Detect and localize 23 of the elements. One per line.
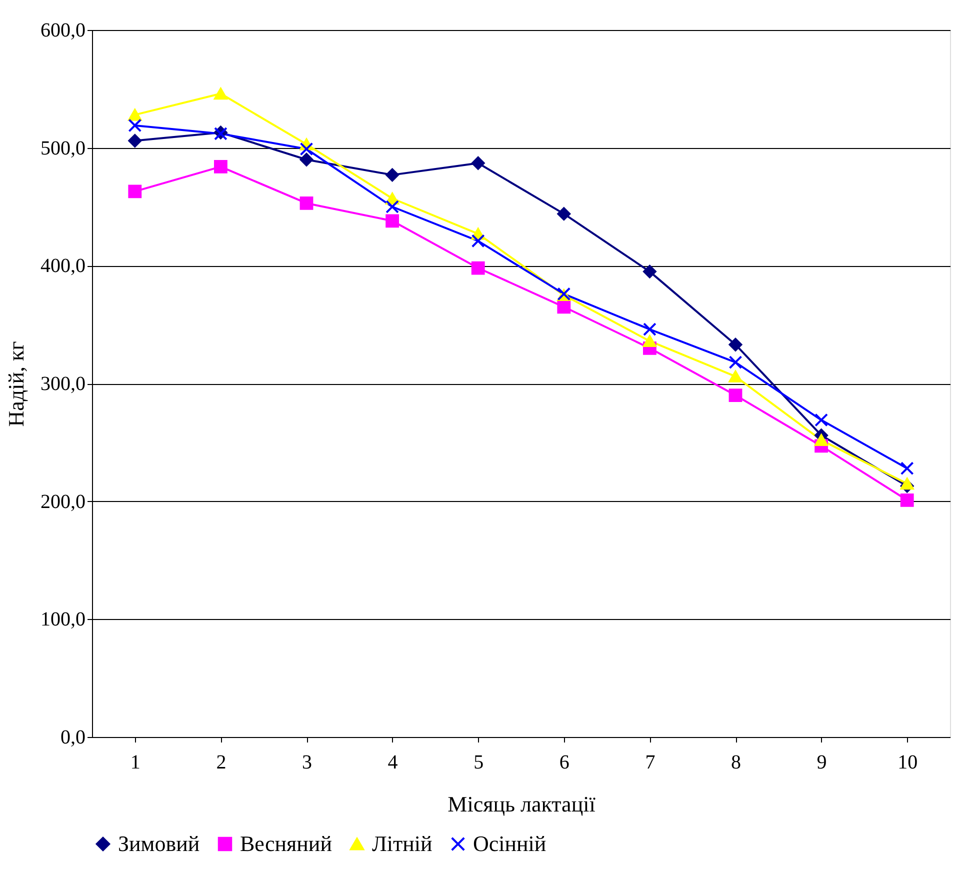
- y-tick-label: 0,0: [60, 726, 86, 748]
- x-tick-label: 5: [474, 752, 484, 774]
- y-tick-label: 300,0: [40, 373, 86, 395]
- x-tick-label: 3: [302, 752, 312, 774]
- x-axis-title: Місяць лактації: [448, 792, 596, 816]
- x-tick-label: 6: [559, 752, 570, 774]
- legend-label: Осінній: [473, 831, 546, 856]
- x-tick-label: 7: [645, 752, 656, 774]
- y-tick-label: 100,0: [40, 608, 86, 631]
- y-tick-label: 400,0: [40, 255, 86, 278]
- x-tick-label: 2: [216, 752, 226, 774]
- y-tick-label: 500,0: [40, 137, 86, 160]
- legend-label: Весняний: [240, 831, 332, 856]
- x-tick-label: 8: [731, 752, 741, 774]
- x-tick-label: 1: [130, 752, 140, 774]
- y-tick-label: 600,0: [40, 20, 86, 42]
- y-tick-label: 200,0: [40, 490, 86, 513]
- legend-label: Зимовий: [118, 831, 200, 856]
- x-tick-label: 4: [388, 752, 398, 774]
- legend-label: Літній: [372, 831, 433, 856]
- x-tick-label: 9: [816, 752, 827, 774]
- x-tick-label: 10: [898, 752, 918, 774]
- y-axis-title: Надій, кг: [4, 341, 28, 427]
